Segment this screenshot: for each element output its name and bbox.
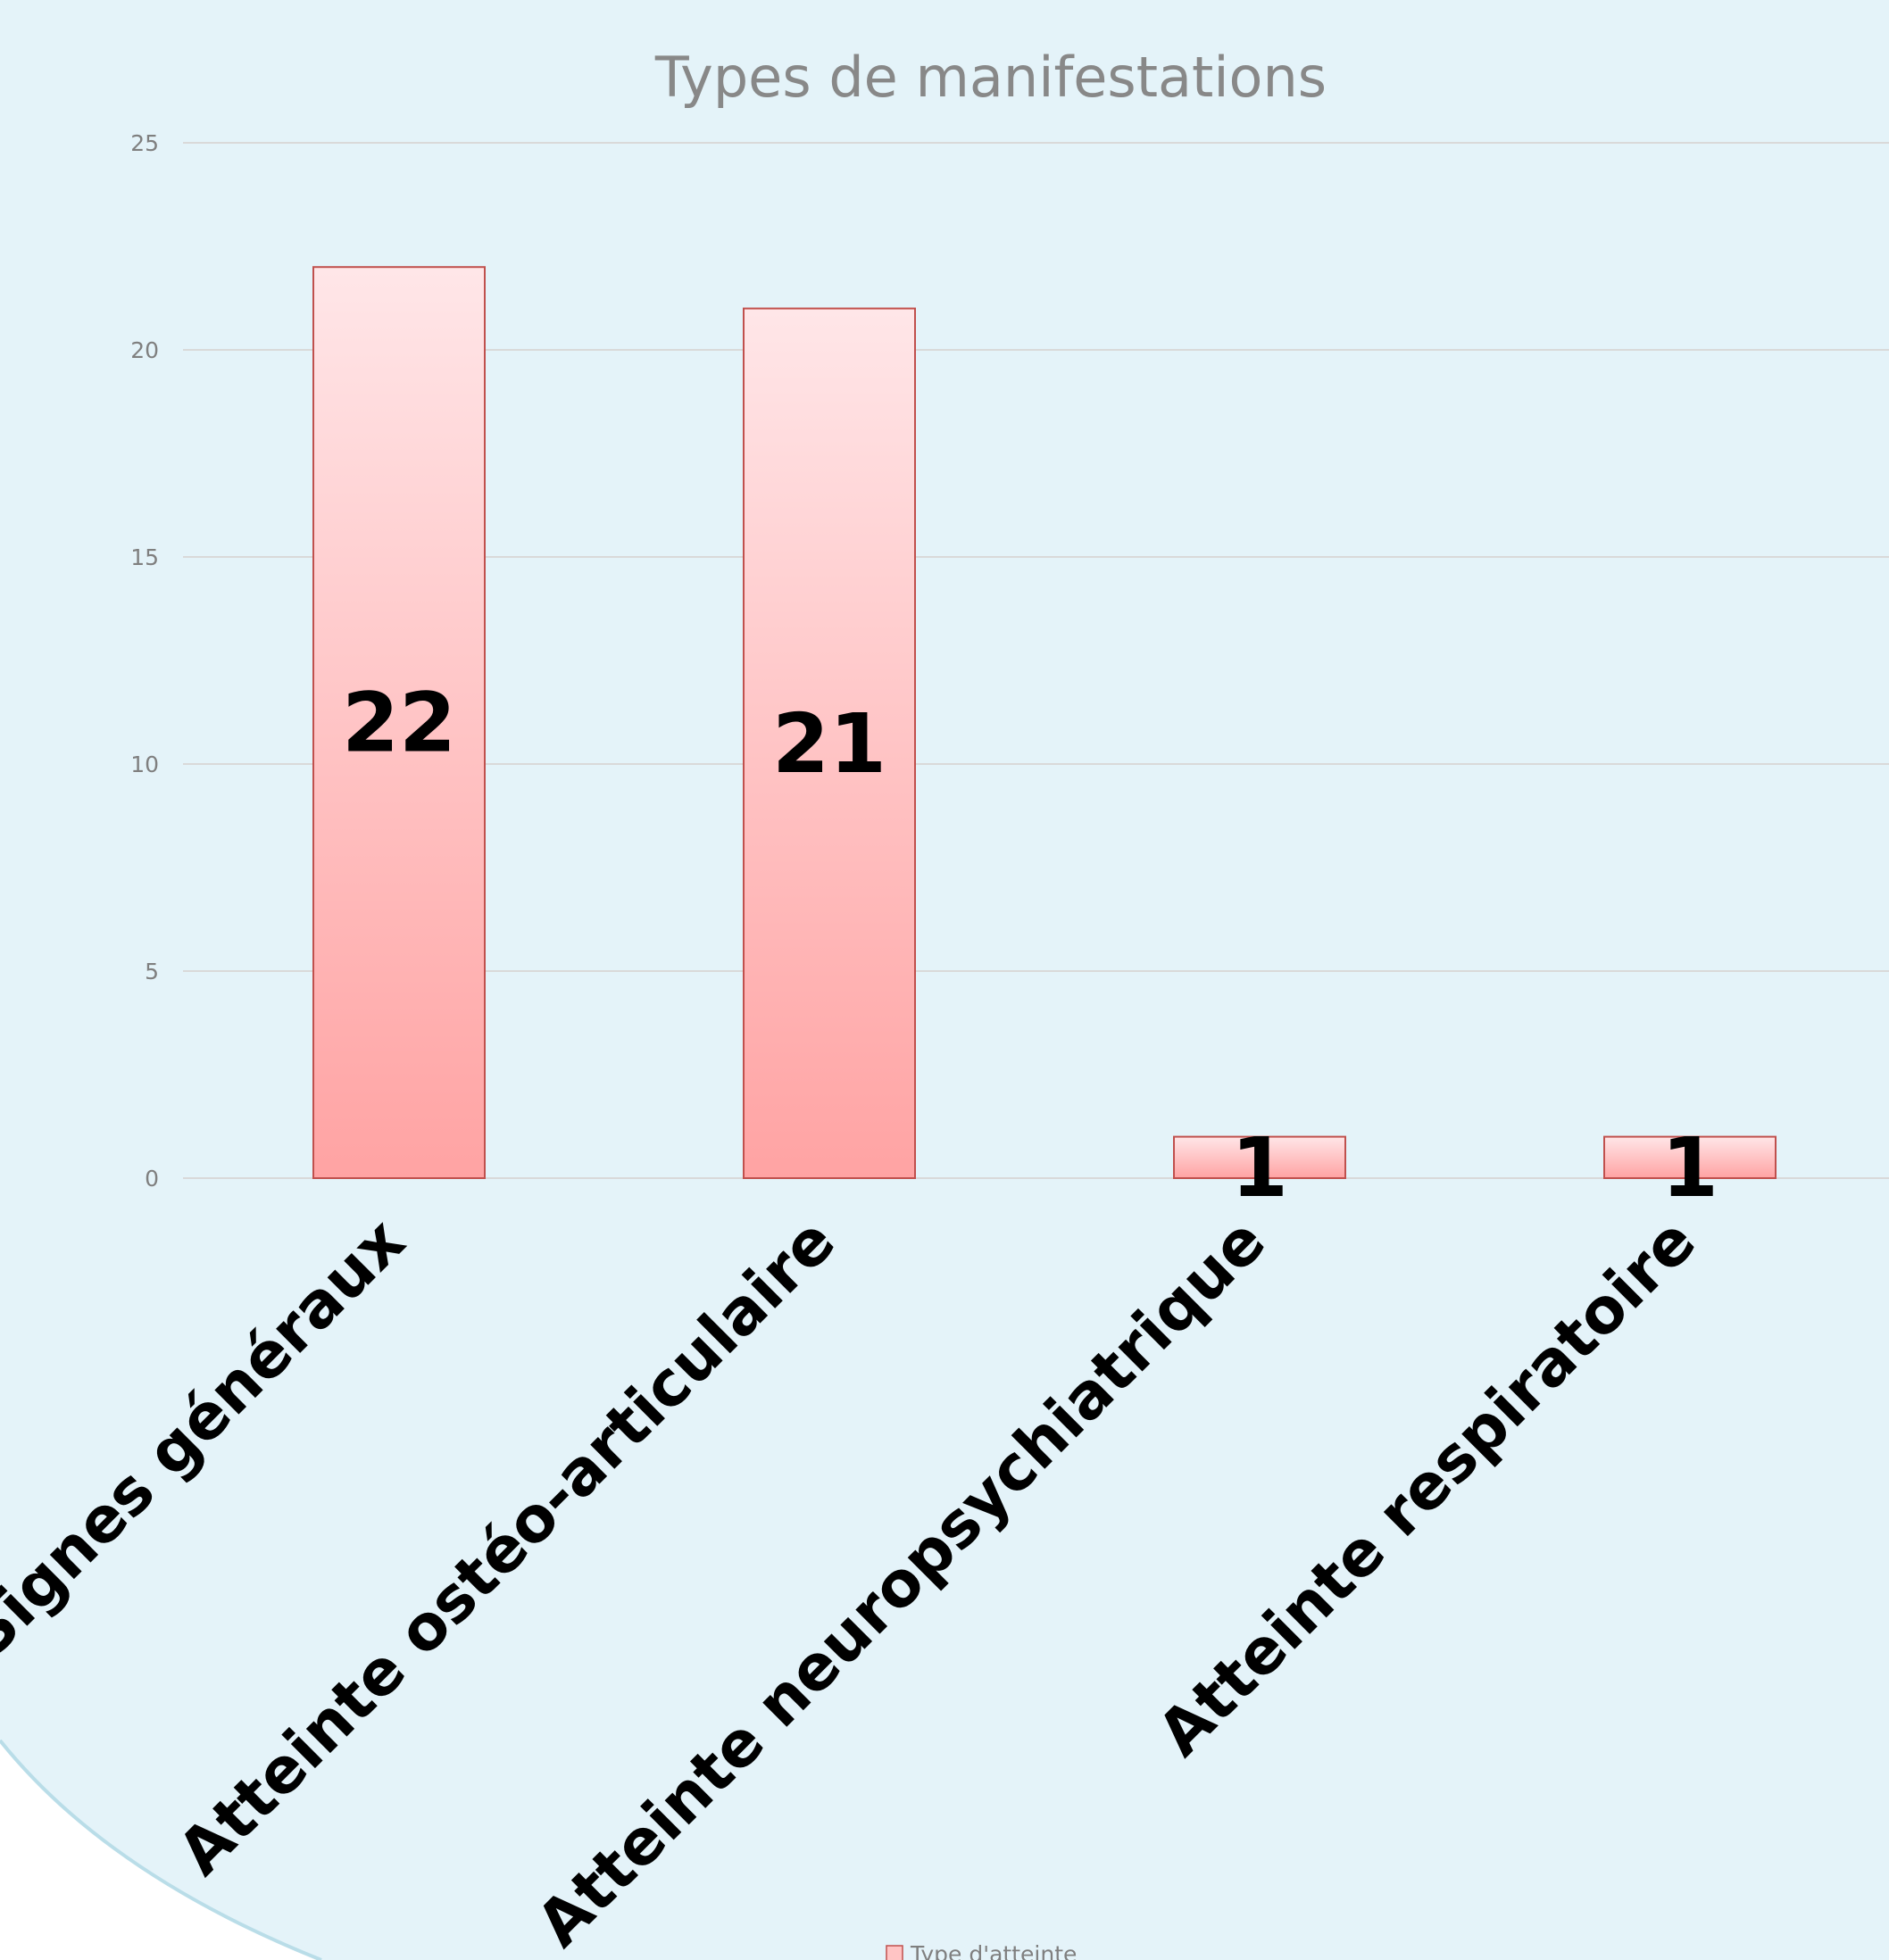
bars — [312, 266, 1777, 1180]
bar — [1603, 1135, 1777, 1179]
bar — [743, 307, 916, 1180]
y-axis-tick-labels: 0 5 10 15 20 25 — [130, 130, 159, 1192]
y-tick-label: 0 — [145, 1166, 159, 1192]
legend: Type d'atteinte — [886, 1941, 1077, 1960]
legend-entry: Type d'atteinte — [910, 1941, 1077, 1960]
bar — [312, 266, 486, 1179]
chart-background-edge — [0, 1739, 322, 1960]
data-label: 22 — [342, 676, 456, 771]
bar — [1173, 1135, 1346, 1179]
data-label: 1 — [1231, 1120, 1288, 1216]
y-tick-label: 25 — [130, 130, 159, 156]
chart-title: Types de manifestations — [654, 45, 1327, 110]
legend-swatch — [886, 1945, 903, 1960]
data-label: 1 — [1661, 1120, 1718, 1216]
data-labels: 22 21 1 1 — [342, 676, 1718, 1216]
data-label: 21 — [772, 696, 886, 792]
y-tick-label: 10 — [130, 752, 159, 777]
y-tick-label: 15 — [130, 544, 159, 570]
y-tick-label: 20 — [130, 337, 159, 363]
y-tick-label: 5 — [145, 959, 159, 984]
